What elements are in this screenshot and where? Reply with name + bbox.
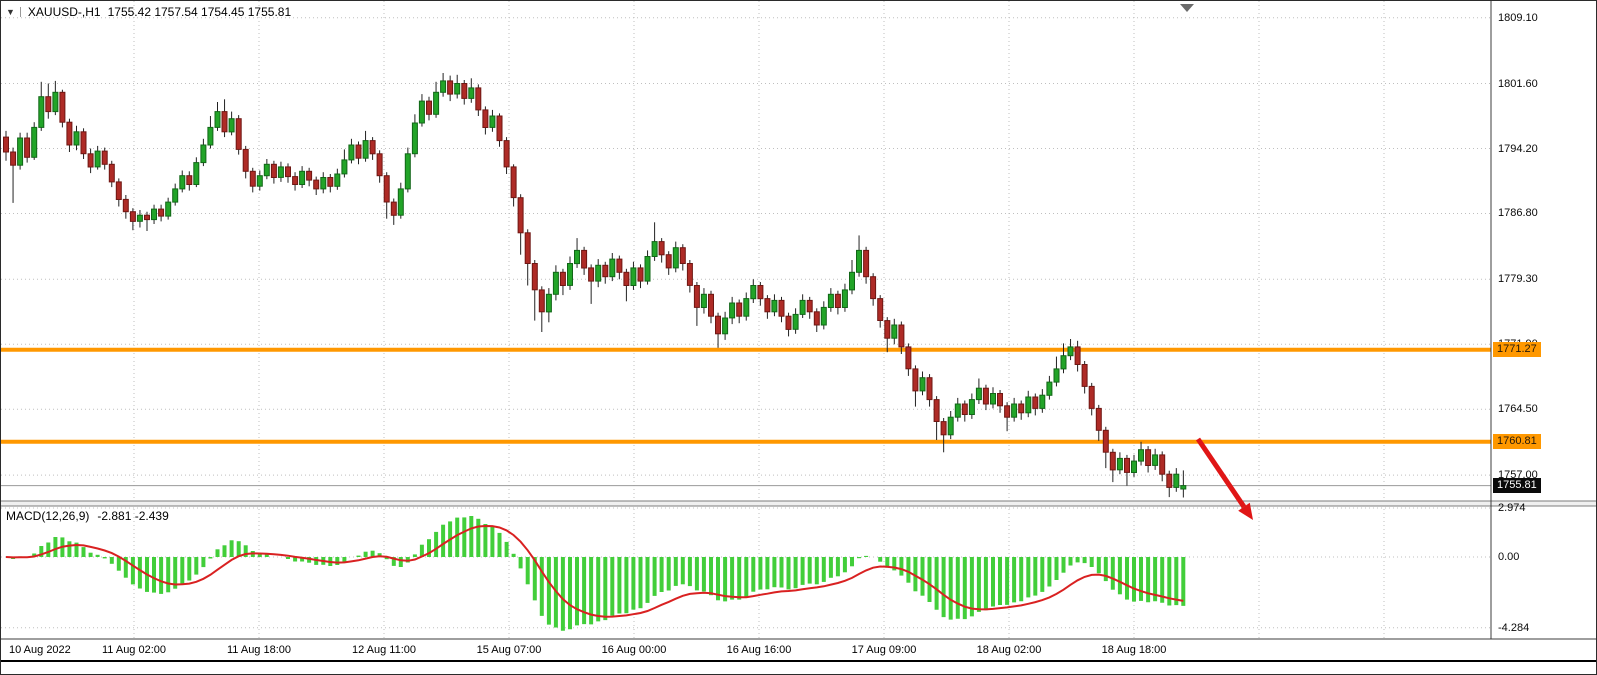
macd-tick-label: 0.00 xyxy=(1498,551,1520,563)
trend-arrow[interactable] xyxy=(1195,437,1253,520)
price-axis[interactable]: 1809.10 1801.60 1794.20 1786.80 1779.30 1771.… xyxy=(1491,1,1596,639)
macd-tick-label: 2.974 xyxy=(1498,502,1526,514)
symbol-dropdown-icon[interactable]: ▼ xyxy=(6,7,21,17)
panel-separator[interactable] xyxy=(1,501,1597,506)
time-tick-label: 18 Aug 18:00 xyxy=(1101,644,1167,656)
symbol-info: ▼ XAUUSD-,H1 1755.42 1757.54 1754.45 175… xyxy=(6,5,291,19)
current-price-badge: 1755.81 xyxy=(1493,477,1541,493)
price-tick-label: 1809.10 xyxy=(1498,11,1538,24)
time-tick-label: 12 Aug 11:00 xyxy=(351,644,417,656)
grid xyxy=(1,1,1491,639)
symbol-period-label: XAUUSD-,H1 xyxy=(27,5,101,19)
macd-values: -2.881 -2.439 xyxy=(97,509,169,523)
price-tick-label: 1786.80 xyxy=(1498,207,1538,220)
time-axis[interactable]: 10 Aug 2022 11 Aug 02:00 11 Aug 18:00 12 Au… xyxy=(1,640,1491,661)
macd-name-label: MACD(12,26,9) xyxy=(6,509,90,523)
candlesticks xyxy=(3,73,1187,498)
time-tick-label: 17 Aug 09:00 xyxy=(851,644,917,656)
macd-indicator-label: MACD(12,26,9) -2.881 -2.439 xyxy=(6,509,169,523)
level-price-badge: 1760.81 xyxy=(1493,433,1541,449)
level-price-badge: 1771.27 xyxy=(1493,341,1541,357)
price-tick-label: 1779.30 xyxy=(1498,273,1538,286)
time-tick-label: 15 Aug 07:00 xyxy=(476,644,542,656)
time-tick-label: 11 Aug 18:00 xyxy=(226,644,292,656)
price-tick-label: 1764.50 xyxy=(1498,403,1538,416)
price-tick-label: 1801.60 xyxy=(1498,77,1538,90)
time-tick-label: 18 Aug 02:00 xyxy=(976,644,1042,656)
time-tick-label: 10 Aug 2022 xyxy=(9,644,71,656)
macd-histogram xyxy=(11,516,1186,631)
time-tick-label: 16 Aug 00:00 xyxy=(601,644,667,656)
macd-signal-line xyxy=(5,524,1184,618)
symbol-ohlc-values: 1755.42 1757.54 1754.45 1755.81 xyxy=(107,5,292,19)
time-tick-label: 11 Aug 02:00 xyxy=(101,644,167,656)
chart-shift-marker-icon[interactable] xyxy=(1180,4,1194,12)
macd-tick-label: -4.284 xyxy=(1498,621,1530,634)
price-tick-label: 1794.20 xyxy=(1498,142,1538,155)
time-tick-label: 16 Aug 16:00 xyxy=(726,644,792,656)
